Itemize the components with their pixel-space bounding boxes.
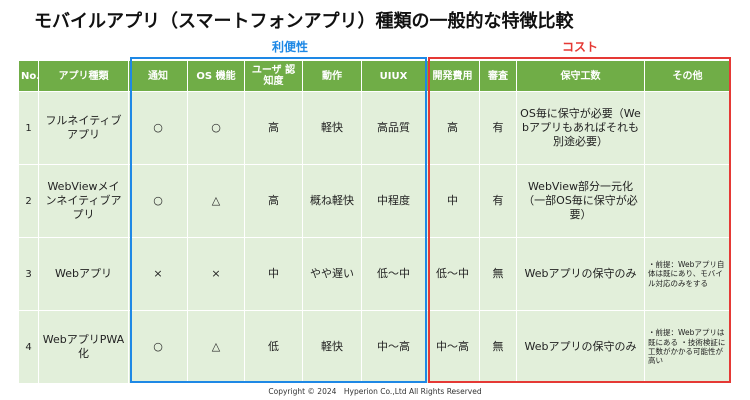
cell-other: ・前提：Webアプリは既にある ・技術検証に工数がかかる可能性が高い xyxy=(644,310,731,384)
cell-performance: 軽快 xyxy=(302,91,362,165)
header-performance: 動作 xyxy=(302,60,362,92)
cell-other xyxy=(644,164,731,238)
table-row: 2 WebViewメインネイティブアプリ ○ △ 高 概ね軽快 中程度 中 有 … xyxy=(18,164,731,238)
copyright-notice: Copyright © 2024 Hyperion Co.,Ltd All Ri… xyxy=(268,387,482,396)
table-row: 3 Webアプリ × × 中 やや遅い 低～中 低～中 無 Webアプリの保守の… xyxy=(18,237,731,311)
table-header-row: No. アプリ種類 通知 OS 機能 ユーザ 認知度 動作 UIUX 開発費用 … xyxy=(18,60,731,92)
cell-user-awareness: 高 xyxy=(244,164,303,238)
cell-os-features: △ xyxy=(187,164,245,238)
cell-app-type: Webアプリ xyxy=(38,237,129,311)
cell-review: 有 xyxy=(479,164,517,238)
page-title: モバイルアプリ（スマートフォンアプリ）種類の一般的な特徴比較 xyxy=(34,11,574,32)
cell-review: 無 xyxy=(479,310,517,384)
cell-app-type: フルネイティブアプリ xyxy=(38,91,129,165)
cell-no: 2 xyxy=(18,164,39,238)
cell-maintenance: WebView部分一元化（一部OS毎に保守が必要） xyxy=(516,164,645,238)
cell-os-features: △ xyxy=(187,310,245,384)
header-notification: 通知 xyxy=(128,60,188,92)
header-uiux: UIUX xyxy=(361,60,426,92)
header-no: No. xyxy=(18,60,40,92)
cell-uiux: 高品質 xyxy=(361,91,426,165)
cell-performance: 概ね軽快 xyxy=(302,164,362,238)
cell-maintenance: OS毎に保守が必要（Webアプリもあればそれも別途必要） xyxy=(516,91,645,165)
header-maintenance: 保守工数 xyxy=(516,60,645,92)
cell-performance: やや遅い xyxy=(302,237,362,311)
table-row: 4 WebアプリPWA化 ○ △ 低 軽快 中～高 中～高 無 Webアプリの保… xyxy=(18,310,731,384)
cell-notification: ○ xyxy=(128,310,188,384)
table-row: 1 フルネイティブアプリ ○ ○ 高 軽快 高品質 高 有 OS毎に保守が必要（… xyxy=(18,91,731,165)
comparison-table: No. アプリ種類 通知 OS 機能 ユーザ 認知度 動作 UIUX 開発費用 … xyxy=(18,60,731,384)
cell-review: 無 xyxy=(479,237,517,311)
cost-group-label: コスト xyxy=(562,40,599,54)
cell-notification: × xyxy=(128,237,188,311)
cell-performance: 軽快 xyxy=(302,310,362,384)
cell-uiux: 中程度 xyxy=(361,164,426,238)
cell-no: 3 xyxy=(18,237,39,311)
header-user-awareness: ユーザ 認知度 xyxy=(244,60,303,92)
cell-uiux: 中～高 xyxy=(361,310,426,384)
header-app-type: アプリ種類 xyxy=(38,60,129,92)
cell-review: 有 xyxy=(479,91,517,165)
cell-app-type: WebアプリPWA化 xyxy=(38,310,129,384)
cell-maintenance: Webアプリの保守のみ xyxy=(516,310,645,384)
cell-uiux: 低～中 xyxy=(361,237,426,311)
cell-os-features: ○ xyxy=(187,91,245,165)
cell-other: ・前提：Webアプリ自体は既にあり、モバイル対応のみをする xyxy=(644,237,731,311)
cell-os-features: × xyxy=(187,237,245,311)
cell-dev-cost: 中 xyxy=(425,164,480,238)
convenience-group-label: 利便性 xyxy=(272,40,309,54)
cell-notification: ○ xyxy=(128,91,188,165)
cell-dev-cost: 低～中 xyxy=(425,237,480,311)
header-dev-cost: 開発費用 xyxy=(425,60,480,92)
cell-app-type: WebViewメインネイティブアプリ xyxy=(38,164,129,238)
cell-dev-cost: 高 xyxy=(425,91,480,165)
cell-notification: ○ xyxy=(128,164,188,238)
cell-no: 4 xyxy=(18,310,39,384)
header-other: その他 xyxy=(644,60,731,92)
header-os-features: OS 機能 xyxy=(187,60,245,92)
cell-other xyxy=(644,91,731,165)
cell-user-awareness: 中 xyxy=(244,237,303,311)
cell-no: 1 xyxy=(18,91,39,165)
cell-maintenance: Webアプリの保守のみ xyxy=(516,237,645,311)
cell-user-awareness: 低 xyxy=(244,310,303,384)
cell-user-awareness: 高 xyxy=(244,91,303,165)
header-review: 審査 xyxy=(479,60,517,92)
cell-dev-cost: 中～高 xyxy=(425,310,480,384)
